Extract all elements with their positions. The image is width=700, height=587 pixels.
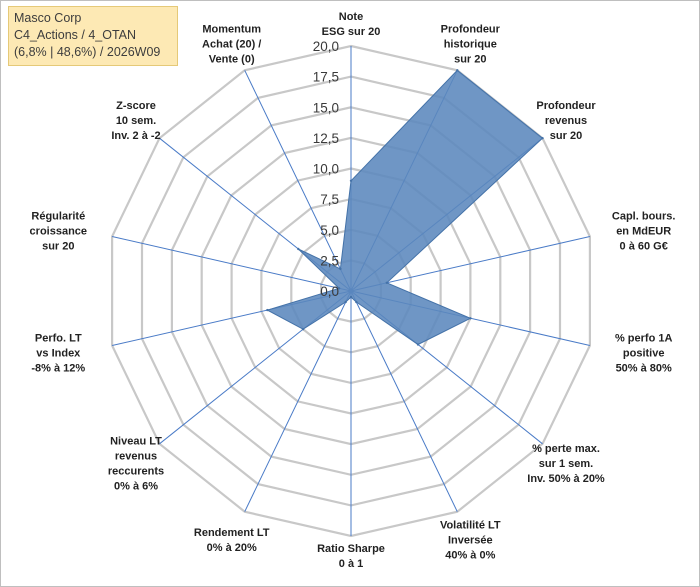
axis-label-1: Profondeur historique sur 20 xyxy=(441,24,501,66)
axis-label-2: Profondeur revenus sur 20 xyxy=(536,100,596,142)
axis-label-8: Rendement LT 0% à 20% xyxy=(194,527,270,554)
axis-label-line: Inv. 2 à -2 xyxy=(111,130,160,142)
axis-label-line: croissance xyxy=(30,225,87,237)
axis-label-line: Volatilité LT xyxy=(440,519,501,531)
axis-label-4: % perfo 1A positive 50% à 80% xyxy=(615,333,673,375)
info-stats: (6,8% | 48,6%) / 2026W09 xyxy=(14,45,161,59)
axis-label-line: 0% à 20% xyxy=(207,542,257,554)
axis-label-0: Note ESG sur 20 xyxy=(322,11,381,38)
series-point-0 xyxy=(349,179,353,182)
series-point-5 xyxy=(416,343,420,346)
axis-label-line: Perfo. LT xyxy=(35,333,82,345)
radar-axis-labels: Note ESG sur 20 Profondeur historique sur 20… xyxy=(30,11,676,570)
series-point-13 xyxy=(339,267,342,271)
axis-label-line: Vente (0) xyxy=(209,54,255,66)
spoke-11 xyxy=(111,236,352,292)
radar-series xyxy=(266,69,544,346)
axis-label-line: revenus xyxy=(545,115,587,127)
series-point-6 xyxy=(355,300,358,304)
info-company: Masco Corp xyxy=(14,11,82,25)
series-point-8 xyxy=(344,300,347,304)
tick-label-2: 5,0 xyxy=(320,223,339,238)
axis-label-line: reccurents xyxy=(108,466,164,478)
axis-label-line: Inv. 50% à 20% xyxy=(527,473,605,485)
axis-label-line: % perte max. xyxy=(532,443,600,455)
axis-label-line: historique xyxy=(444,39,497,51)
axis-label-line: Note xyxy=(339,11,363,23)
tick-label-5: 12,5 xyxy=(313,131,339,146)
tick-label-6: 15,0 xyxy=(313,100,339,115)
tick-label-8: 20,0 xyxy=(313,39,339,54)
axis-label-10: Perfo. LT vs Index -8% à 12% xyxy=(31,333,85,375)
axis-label-line: sur 20 xyxy=(550,130,582,142)
tick-label-3: 7,5 xyxy=(320,192,339,207)
axis-label-7: Ratio Sharpe 0 à 1 xyxy=(317,543,385,570)
series-point-7 xyxy=(349,295,353,299)
tick-label-1: 2,5 xyxy=(320,253,339,268)
axis-label-line: Régularité xyxy=(31,210,85,222)
axis-label-line: -8% à 12% xyxy=(31,363,85,375)
axis-label-line: Profondeur xyxy=(536,100,596,112)
axis-label-line: sur 1 sem. xyxy=(539,458,593,470)
axis-label-line: 0% à 6% xyxy=(114,481,158,493)
series-point-4 xyxy=(469,317,472,320)
axis-label-line: sur 20 xyxy=(454,54,486,66)
series-point-9 xyxy=(301,328,305,331)
axis-label-line: Capl. bours. xyxy=(612,210,676,222)
spoke-13 xyxy=(244,70,352,292)
axis-label-line: Momentum xyxy=(202,24,261,36)
axis-label-line: Z-score xyxy=(116,100,156,112)
axis-label-12: Z-score 10 sem. Inv. 2 à -2 xyxy=(111,100,160,142)
axis-label-3: Capl. bours. en MdEUR 0 à 60 G€ xyxy=(612,210,676,252)
axis-label-line: 0 à 1 xyxy=(339,558,363,570)
axis-label-line: Profondeur xyxy=(441,24,501,36)
info-category: C4_Actions / 4_OTAN xyxy=(14,28,137,42)
axis-label-line: Rendement LT xyxy=(194,527,270,539)
axis-label-9: Niveau LT revenus reccurents 0% à 6% xyxy=(108,436,164,493)
axis-label-13: Momentum Achat (20) / Vente (0) xyxy=(202,24,261,66)
spoke-3 xyxy=(350,236,591,292)
axis-label-line: Inversée xyxy=(448,534,493,546)
axis-label-line: sur 20 xyxy=(42,240,74,252)
axis-label-line: Niveau LT xyxy=(110,436,162,448)
radar-tick-labels: 0,0 2,5 5,0 7,5 10,0 12,5 15,0 17,5 20,0 xyxy=(313,39,339,299)
series-point-3 xyxy=(385,281,388,284)
tick-label-0: 0,0 xyxy=(320,284,339,299)
axis-label-line: 40% à 0% xyxy=(445,549,495,561)
axis-label-11: Régularité croissance sur 20 xyxy=(30,210,87,252)
axis-label-line: % perfo 1A xyxy=(615,333,673,345)
series-point-10 xyxy=(266,308,269,312)
info-box: Masco Corp C4_Actions / 4_OTAN (6,8% | 4… xyxy=(8,6,178,66)
axis-label-line: vs Index xyxy=(36,348,81,360)
axis-label-line: en MdEUR xyxy=(616,225,671,237)
axis-label-line: 50% à 80% xyxy=(616,363,672,375)
axis-label-5: % perte max. sur 1 sem. Inv. 50% à 20% xyxy=(527,443,605,485)
axis-label-line: ESG sur 20 xyxy=(322,26,381,38)
spoke-8 xyxy=(244,290,352,512)
axis-label-line: 0 à 60 G€ xyxy=(620,240,668,252)
axis-label-line: positive xyxy=(623,348,665,360)
axis-label-6: Volatilité LT Inversée 40% à 0% xyxy=(440,519,501,561)
tick-label-4: 10,0 xyxy=(313,162,339,177)
series-point-2 xyxy=(541,137,544,140)
axis-label-line: revenus xyxy=(115,451,157,463)
axis-label-line: Achat (20) / xyxy=(202,39,261,51)
axis-label-line: 10 sem. xyxy=(116,115,156,127)
series-point-12 xyxy=(297,247,300,251)
series-point-1 xyxy=(456,69,459,72)
series-point-11 xyxy=(337,287,341,290)
spoke-6 xyxy=(350,290,458,512)
tick-label-7: 17,5 xyxy=(313,70,339,85)
axis-label-line: Ratio Sharpe xyxy=(317,543,385,555)
